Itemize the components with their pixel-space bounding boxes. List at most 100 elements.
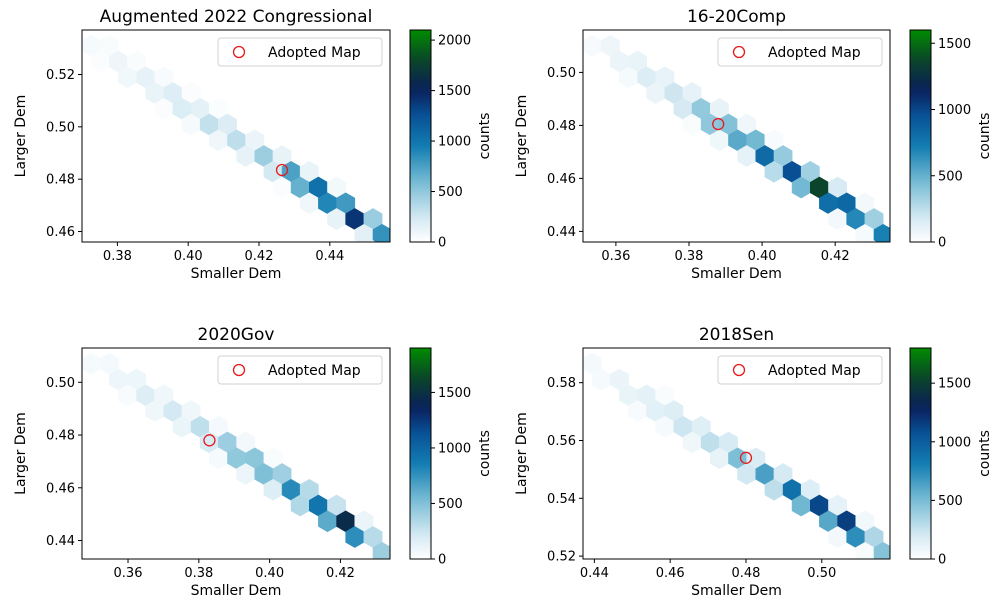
legend-marker (232, 45, 246, 59)
y-tick-label: 0.54 (547, 492, 576, 507)
hexbin-cell (873, 223, 890, 242)
chart-panel-2: 0.36 0.38 0.40 0.42 0.44 0.46 0.48 0.50 Smaller … (13, 325, 493, 599)
hexbin-cell (388, 558, 390, 559)
chart-title: Augmented 2022 Congressional (100, 7, 373, 27)
x-tick-label: 0.40 (174, 249, 203, 264)
axes-frame (582, 29, 891, 243)
colorbar (409, 347, 432, 560)
legend-marker (232, 363, 246, 377)
colorbar-tick-label: 500 (438, 497, 463, 512)
chart-panel-0: 0.38 0.40 0.42 0.44 0.46 0.48 0.50 0.52 Smaller … (13, 7, 493, 282)
colorbar-tick-label: 1000 (438, 135, 471, 150)
adopted-map-marker (712, 117, 725, 131)
y-tick-label: 0.46 (46, 481, 75, 496)
x-tick-label: 0.36 (601, 249, 630, 264)
colorbar (409, 29, 432, 243)
hexbin-cell (391, 542, 409, 563)
colorbar-tick-label: 0 (438, 553, 446, 568)
hexbin-cell (892, 224, 910, 245)
hexbin-cells (583, 34, 910, 245)
legend-box (217, 37, 383, 67)
colorbar (909, 347, 932, 560)
colorbar-label: counts (977, 113, 993, 160)
colorbar-tick-label: 1500 (438, 84, 471, 99)
y-tick-label: 0.52 (46, 68, 75, 83)
legend-label: Adopted Map (768, 363, 861, 379)
y-tick-label: 0.50 (46, 376, 75, 391)
colorbar-tick-label: 1000 (438, 441, 471, 456)
colorbar-tick-label: 500 (938, 494, 963, 509)
chart-title: 2018Sen (699, 325, 774, 345)
x-tick-label: 0.44 (580, 566, 609, 581)
hexbin-cell (372, 541, 390, 559)
y-axis-label: Larger Dem (514, 412, 530, 495)
y-tick-label: 0.48 (46, 429, 75, 444)
x-tick-label: 0.42 (326, 566, 355, 581)
colorbar-tick-label: 1500 (438, 386, 471, 401)
adopted-map-marker (739, 451, 753, 464)
axes-frame (81, 347, 391, 560)
hexbin-cells (82, 34, 390, 242)
y-tick-label: 0.58 (547, 376, 576, 391)
colorbar-tick-label: 0 (438, 236, 446, 251)
adopted-map-marker (275, 163, 289, 177)
colorbar-tick-label: 1000 (938, 435, 971, 450)
hexbin-cell (888, 240, 890, 242)
x-axis-label: Smaller Dem (691, 583, 782, 599)
x-tick-label: 0.38 (103, 249, 132, 264)
legend-box (717, 37, 883, 67)
y-tick-label: 0.56 (547, 434, 576, 449)
axes-frame (582, 347, 891, 560)
x-tick-label: 0.40 (255, 566, 284, 581)
legend-marker (732, 45, 746, 59)
hexbin-cell (372, 223, 390, 242)
legend-label: Adopted Map (268, 363, 361, 379)
y-tick-label: 0.52 (547, 550, 576, 565)
axes-frame (81, 29, 391, 243)
colorbar-label: counts (977, 430, 993, 477)
hexbin-cell (873, 541, 890, 559)
legend-box (717, 355, 883, 385)
colorbar-tick-label: 1500 (938, 377, 971, 392)
x-tick-label: 0.36 (114, 566, 143, 581)
hexbin-cell (583, 34, 602, 57)
y-axis-label: Larger Dem (13, 412, 29, 495)
x-tick-label: 0.50 (807, 566, 836, 581)
x-tick-label: 0.38 (184, 566, 213, 581)
hexbin-cells (82, 352, 409, 563)
y-tick-label: 0.48 (547, 119, 576, 134)
colorbar-tick-label: 500 (438, 185, 463, 200)
x-tick-label: 0.48 (731, 566, 760, 581)
colorbar-label: counts (477, 113, 493, 160)
x-tick-label: 0.42 (821, 249, 850, 264)
colorbar-tick-label: 500 (938, 169, 963, 184)
x-axis-label: Smaller Dem (191, 583, 282, 599)
chart-panel-3: 0.44 0.46 0.48 0.50 0.52 0.54 0.56 0.58 Smaller … (514, 325, 993, 599)
y-tick-label: 0.48 (46, 173, 75, 188)
hexbin-cells (583, 352, 890, 559)
legend-label: Adopted Map (768, 45, 861, 61)
colorbar-tick-label: 0 (938, 553, 946, 568)
y-axis-label: Larger Dem (13, 95, 29, 178)
y-axis-label: Larger Dem (514, 95, 530, 178)
colorbar-tick-label: 1000 (938, 103, 971, 118)
colorbar-label: counts (477, 430, 493, 477)
x-tick-label: 0.42 (245, 249, 274, 264)
chart-title: 2020Gov (198, 325, 275, 345)
x-tick-label: 0.40 (748, 249, 777, 264)
adopted-map-marker (203, 434, 216, 447)
chart-panel-1: 0.36 0.38 0.40 0.42 0.44 0.46 0.48 0.50 Smaller … (514, 7, 993, 282)
legend-marker (732, 363, 746, 377)
y-tick-label: 0.46 (547, 172, 576, 187)
hexbin-cell (82, 352, 101, 375)
y-tick-label: 0.44 (46, 534, 75, 549)
x-tick-label: 0.38 (675, 249, 704, 264)
legend-label: Adopted Map (268, 45, 361, 61)
x-axis-label: Smaller Dem (191, 266, 282, 282)
x-axis-label: Smaller Dem (691, 266, 782, 282)
colorbar (909, 29, 932, 243)
y-tick-label: 0.44 (547, 225, 576, 240)
y-tick-label: 0.46 (46, 225, 75, 240)
chart-title: 16-20Comp (687, 7, 786, 27)
